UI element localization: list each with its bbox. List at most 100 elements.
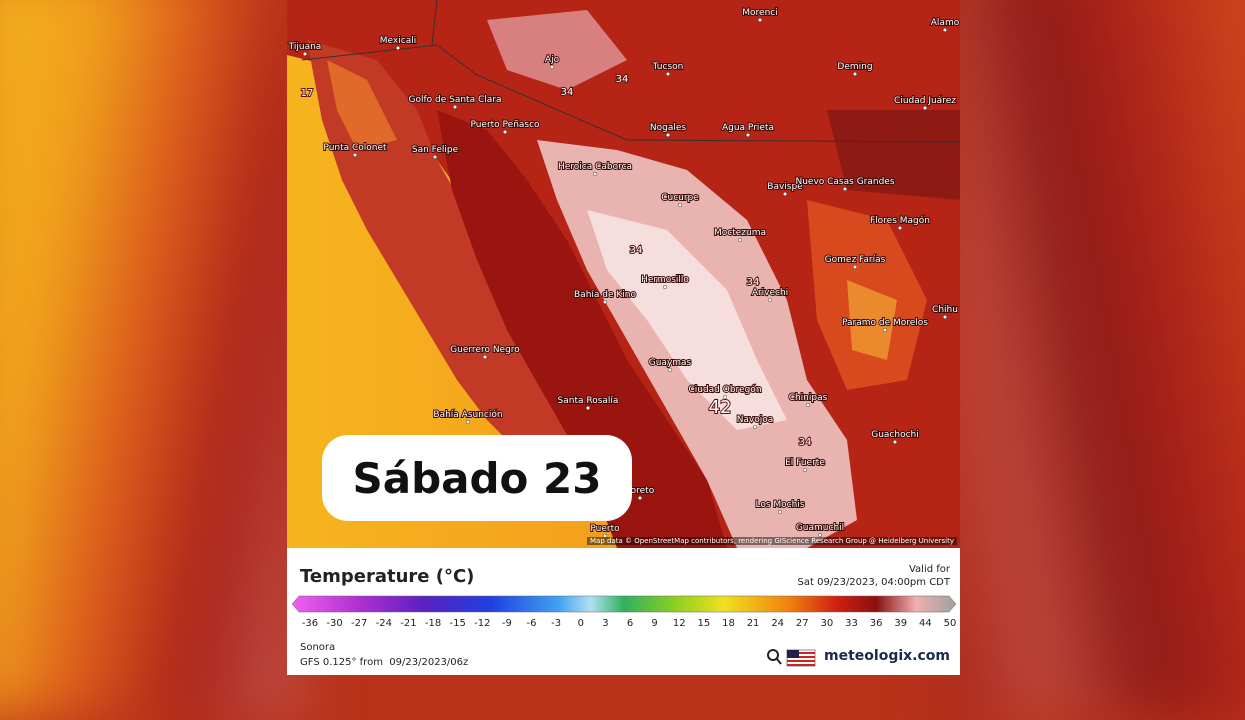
place-label: Cucurpe <box>661 193 699 203</box>
map-attribution: Map data © OpenStreetMap contributors, r… <box>587 537 957 545</box>
place-label: Puerto <box>590 524 620 534</box>
place-dot <box>752 424 758 430</box>
contour-label: 42 <box>709 397 732 418</box>
place-label: Chihu <box>932 305 958 315</box>
scale-tick-label: 21 <box>746 618 760 629</box>
scale-tick-label: 33 <box>845 618 858 629</box>
scale-tick-label: 12 <box>672 618 686 629</box>
place-dot <box>592 171 598 177</box>
place-label: Bavispe <box>767 182 803 192</box>
scale-tick-label: -27 <box>351 618 368 629</box>
place-dot <box>737 237 743 243</box>
place-label: Ciudad Obregón <box>688 384 761 395</box>
place-dot <box>882 327 888 333</box>
scale-tick-label: -24 <box>375 618 393 629</box>
scale-tick-label: 24 <box>771 618 785 629</box>
place-label: Guaymas <box>649 358 692 368</box>
place-label: Tijuana <box>288 42 322 52</box>
scale-tick-label: 6 <box>626 618 634 629</box>
blurred-background <box>950 0 1245 720</box>
place-dot <box>757 17 763 23</box>
place-dot <box>432 154 438 160</box>
scale-tick-label: 3 <box>602 618 609 629</box>
scale-tick-label: -21 <box>400 618 417 629</box>
temperature-map: Tijuana Mexicali Morenci Alamo Ajo Tucson Demi… <box>287 0 960 548</box>
map-panel: Tijuana Mexicali Morenci Alamo Ajo Tucson Demi… <box>287 0 960 675</box>
scale-tick-label: 27 <box>795 618 809 629</box>
place-dot <box>942 314 948 320</box>
contour-label: 34 <box>630 245 643 256</box>
place-label: Paramo de Morelos <box>842 318 928 328</box>
scale-tick-label: -3 <box>551 618 562 629</box>
contour-label: 17 <box>301 88 314 99</box>
scale-tick-label: 30 <box>820 618 834 629</box>
scale-tick-label: 39 <box>894 618 908 629</box>
place-label: Deming <box>837 62 872 72</box>
contour-label: 34 <box>616 74 629 85</box>
place-dot <box>667 367 673 373</box>
brand[interactable]: meteologix.com <box>824 648 950 664</box>
place-label: Bahía Asunción <box>433 409 502 420</box>
place-dot <box>817 532 823 538</box>
place-dot <box>602 299 608 305</box>
place-dot <box>852 264 858 270</box>
place-label: Ajo <box>545 55 560 65</box>
place-label: Bahía de Kino <box>574 290 636 300</box>
place-dot <box>892 439 898 445</box>
place-label: El Fuerte <box>785 458 825 468</box>
place-dot <box>842 186 848 192</box>
contour-label: 34 <box>561 87 574 98</box>
model-label: GFS 0.125° from 09/23/2023/06z <box>300 657 469 668</box>
scale-tick-label: -9 <box>501 618 512 629</box>
place-dot <box>782 191 788 197</box>
valid-label: Valid for <box>908 564 950 575</box>
place-dot <box>502 129 508 135</box>
place-label: Navojoa <box>737 415 774 425</box>
place-label: Los Mochis <box>755 500 804 510</box>
place-dot <box>802 467 808 473</box>
place-dot <box>549 64 555 70</box>
scale-tick-label: 44 <box>919 618 932 629</box>
place-dot <box>665 132 671 138</box>
place-label: San Felipe <box>412 145 459 155</box>
place-dot <box>665 71 671 77</box>
place-label: Heroica Caborca <box>558 162 632 172</box>
place-dot <box>922 105 928 111</box>
place-label: Loreto <box>626 486 655 496</box>
place-dot <box>302 51 308 57</box>
place-label: Chinipas <box>789 393 828 403</box>
valid-time: Sat 09/23/2023, 04:00pm CDT <box>797 577 950 588</box>
place-label: Ciudad Juárez <box>894 96 956 106</box>
place-label: Arivechi <box>752 288 788 298</box>
place-label: Nuevo Casas Grandes <box>795 177 894 187</box>
place-label: Guachochi <box>871 430 919 440</box>
place-dot <box>897 225 903 231</box>
scale-tick-label: 18 <box>722 618 735 629</box>
place-dot <box>452 104 458 110</box>
contour-label: 34 <box>747 277 760 288</box>
place-dot <box>767 297 773 303</box>
day-badge: Sábado 23 <box>322 435 632 521</box>
scale-tick-label: 15 <box>697 618 711 629</box>
scale-tick-label: -6 <box>526 618 537 629</box>
place-label: Hermosillo <box>641 275 689 285</box>
place-dot <box>482 354 488 360</box>
scale-tick-label: -18 <box>424 618 442 629</box>
place-label: Puerto Peñasco <box>470 120 540 130</box>
legend-title: Temperature (°C) <box>300 566 475 587</box>
day-label: Sábado 23 <box>352 453 602 503</box>
scale-tick-label: 50 <box>943 618 957 629</box>
scale-tick-label: 0 <box>577 618 584 629</box>
scale-tick-label: -30 <box>326 618 343 629</box>
place-label: Guerrero Negro <box>450 345 520 355</box>
place-label: Flores Magón <box>870 215 930 226</box>
place-dot <box>745 132 751 138</box>
place-dot <box>395 45 401 51</box>
place-label: Guamuchil <box>796 523 844 533</box>
place-dot <box>352 152 358 158</box>
place-dot <box>777 509 783 515</box>
icons <box>767 649 816 667</box>
color-scale <box>291 595 957 613</box>
place-label: Golfo de Santa Clara <box>409 95 502 105</box>
